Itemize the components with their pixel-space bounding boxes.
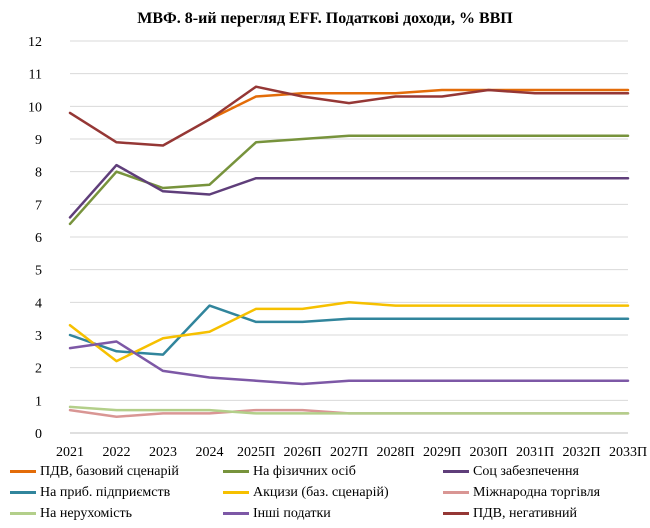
x-tick-label: 2023 <box>149 445 177 460</box>
legend-item: Соц забезпечення <box>443 462 579 482</box>
legend-item: Міжнародна торгівля <box>443 483 600 503</box>
x-tick-label: 2030П <box>469 445 507 460</box>
series-line-9 <box>68 85 630 147</box>
legend-swatch <box>10 512 36 516</box>
legend-swatch <box>10 470 36 474</box>
legend-item: Інші податки <box>223 504 331 524</box>
legend-swatch <box>223 470 249 474</box>
series-line-2 <box>68 134 630 226</box>
x-tick-label: 2027П <box>330 445 368 460</box>
series-line-8 <box>68 340 630 386</box>
y-tick-label: 8 <box>35 166 42 181</box>
y-tick-label: 12 <box>28 35 42 50</box>
y-tick-label: 2 <box>35 362 42 377</box>
legend-swatch <box>223 512 249 516</box>
legend-item: Акцизи (баз. сценарій) <box>223 483 389 503</box>
legend-swatch <box>443 470 469 474</box>
legend-label: ПДВ, негативний <box>473 506 577 521</box>
x-tick-label: 2028П <box>376 445 414 460</box>
legend-swatch <box>443 491 469 495</box>
legend-item: ПДВ, базовий сценарій <box>10 462 179 482</box>
legend-item: На приб. підприємств <box>10 483 170 503</box>
y-tick-label: 4 <box>35 296 42 311</box>
chart-title: МВФ. 8-ий перегляд EFF. Податкові доходи… <box>137 10 513 27</box>
legend-label: Інші податки <box>253 506 331 521</box>
x-tick-label: 2025П <box>237 445 275 460</box>
y-tick-label: 11 <box>29 68 42 83</box>
y-tick-label: 7 <box>35 198 42 213</box>
legend-swatch <box>223 491 249 495</box>
y-tick-label: 0 <box>35 427 42 442</box>
series-line-5 <box>68 301 630 363</box>
legend-label: Соц забезпечення <box>473 464 579 479</box>
y-tick-label: 9 <box>35 133 42 148</box>
y-tick-label: 3 <box>35 329 42 344</box>
legend-item: На нерухомість <box>10 504 132 524</box>
legend-label: ПДВ, базовий сценарій <box>40 464 179 479</box>
x-tick-label: 2026П <box>283 445 321 460</box>
legend-swatch <box>443 512 469 516</box>
x-tick-label: 2029П <box>423 445 461 460</box>
y-tick-label: 10 <box>28 100 42 115</box>
legend-label: На приб. підприємств <box>40 485 171 500</box>
x-tick-label: 2033П <box>609 445 647 460</box>
x-tick-label: 2021 <box>56 445 84 460</box>
legend-item: ПДВ, негативний <box>443 504 577 524</box>
x-tick-label: 2032П <box>562 445 600 460</box>
series-line-3 <box>68 163 630 219</box>
y-tick-label: 5 <box>35 264 42 279</box>
series-line-7 <box>68 405 630 415</box>
legend-item: На фізичних осіб <box>223 462 356 482</box>
y-tick-label: 6 <box>35 231 42 246</box>
legend-label: Міжнародна торгівля <box>473 485 601 500</box>
legend-label: Акцизи (баз. сценарій) <box>253 485 389 500</box>
legend-label: На фізичних осіб <box>253 464 356 479</box>
series-line-4 <box>68 304 630 356</box>
x-tick-label: 2024 <box>196 445 224 460</box>
x-tick-label: 2031П <box>516 445 554 460</box>
legend-label: На нерухомість <box>40 506 133 521</box>
y-tick-label: 1 <box>35 394 42 409</box>
series-line-1 <box>208 88 630 121</box>
legend-swatch <box>10 491 36 495</box>
x-tick-label: 2022 <box>103 445 131 460</box>
